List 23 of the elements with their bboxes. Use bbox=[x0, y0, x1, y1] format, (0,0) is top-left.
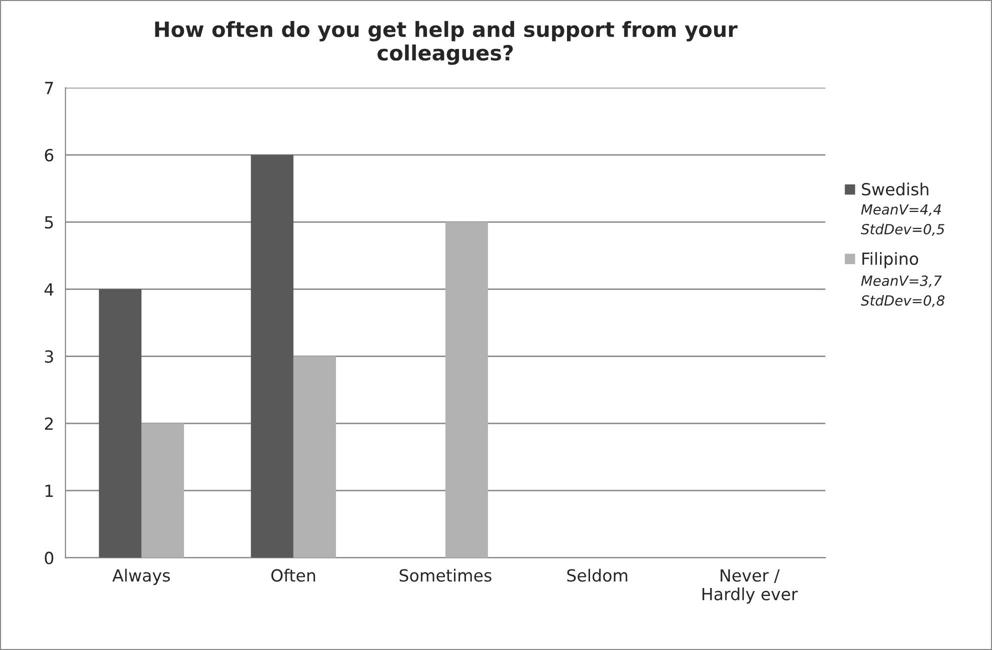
bar bbox=[293, 356, 336, 558]
x-tick-label: Seldom bbox=[567, 568, 628, 582]
y-tick-label: 6 bbox=[44, 148, 54, 162]
text: MeanV=3,7 StdDev=0,8 bbox=[860, 275, 944, 308]
legend-label: Swedish bbox=[862, 182, 928, 196]
text: MeanV=4,4 StdDev=0,5 bbox=[860, 204, 944, 236]
y-tick-label: 5 bbox=[45, 216, 53, 229]
y-tick-label: 4 bbox=[44, 283, 54, 296]
chart-title: How often do you get help and support from your colleagues? bbox=[155, 21, 738, 65]
y-tick-label: 1 bbox=[46, 484, 53, 497]
x-tick-label: Always bbox=[112, 568, 170, 585]
bar bbox=[250, 154, 294, 558]
y-tick-label: 3 bbox=[45, 350, 54, 363]
x-tick-label: Sometimes bbox=[400, 568, 492, 582]
x-tick-label: Never / Hardly ever bbox=[702, 569, 798, 604]
bar bbox=[141, 423, 184, 558]
x-tick-label: Often bbox=[271, 568, 316, 582]
bar bbox=[98, 289, 142, 558]
legend-label: Filipino bbox=[862, 252, 918, 268]
y-tick-label: 0 bbox=[44, 552, 54, 564]
y-tick-label: 2 bbox=[44, 417, 53, 430]
y-tick-label: 7 bbox=[45, 82, 53, 94]
bar bbox=[445, 222, 488, 558]
